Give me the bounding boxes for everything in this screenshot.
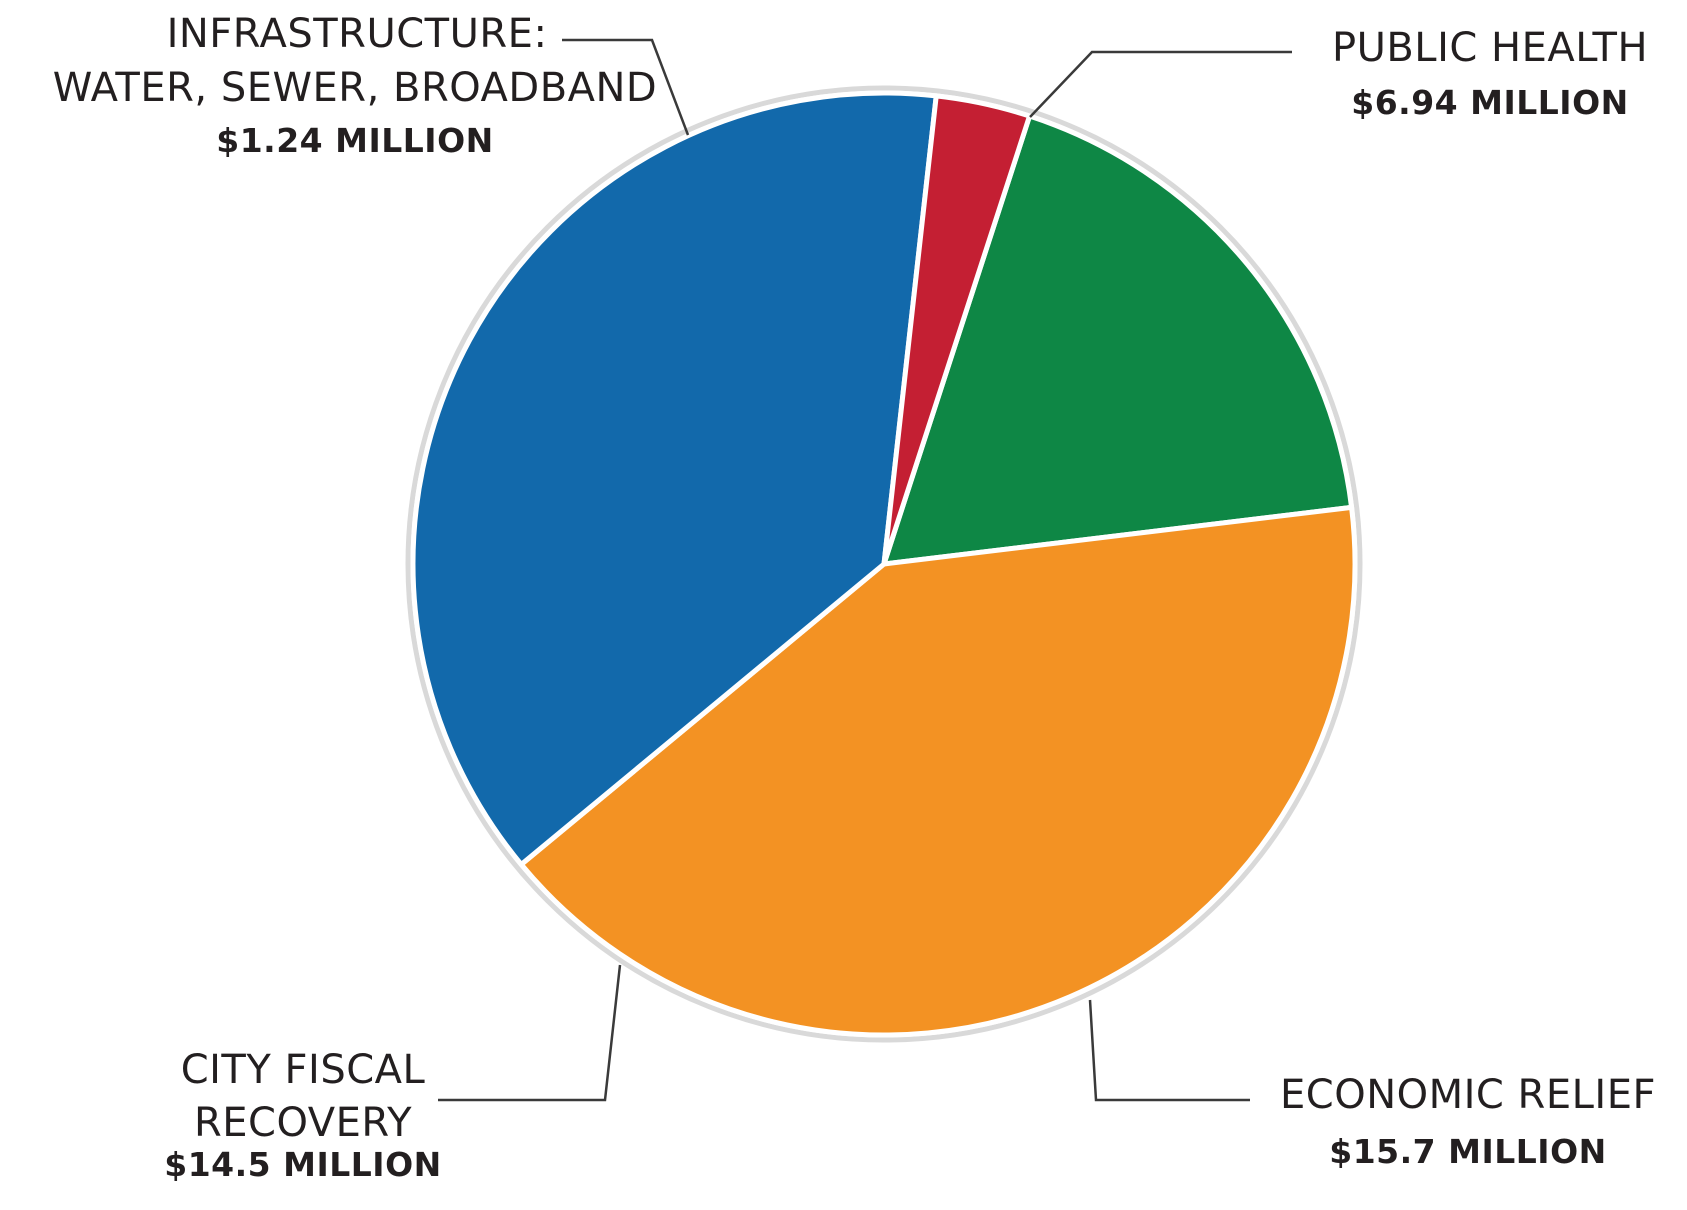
slice-label-city-fiscal-line1: CITY FISCAL	[180, 1047, 426, 1093]
slice-city-fiscal-recovery	[410, 90, 939, 867]
slice-label-infrastructure-line2: WATER, SEWER, BROADBAND	[52, 65, 658, 111]
leader-lines	[438, 38, 1292, 1102]
slice-economic-relief	[518, 504, 1358, 1038]
leader-infrastructure	[562, 38, 690, 136]
label-infrastructure: INFRASTRUCTURE: WATER, SEWER, BROADBAND …	[10, 14, 700, 157]
slice-label-infrastructure-line1: INFRASTRUCTURE:	[166, 11, 548, 57]
label-economic-relief: ECONOMIC RELIEF $15.7 MILLION	[1256, 1075, 1680, 1168]
slice-label-public-health: PUBLIC HEALTH	[1331, 25, 1649, 71]
label-public-health: PUBLIC HEALTH $6.94 MILLION	[1300, 28, 1680, 119]
pie-slices	[410, 90, 1358, 1038]
slice-label-economic-relief: ECONOMIC RELIEF	[1280, 1072, 1656, 1118]
slice-value-city-fiscal-recovery: $14.5 MILLION	[164, 1145, 442, 1184]
leader-public-health	[1029, 50, 1292, 118]
slice-value-economic-relief: $15.7 MILLION	[1329, 1132, 1607, 1171]
pie-outer-ring	[405, 85, 1363, 1043]
slice-value-public-health: $6.94 MILLION	[1351, 83, 1629, 122]
slice-value-infrastructure: $1.24 MILLION	[216, 121, 494, 160]
slice-public-health	[881, 113, 1355, 567]
slice-label-city-fiscal-line2: RECOVERY	[193, 1100, 413, 1146]
leader-economic-relief	[1088, 999, 1250, 1102]
label-city-fiscal-recovery: CITY FISCAL RECOVERY	[118, 1050, 488, 1143]
leader-city-fiscal-recovery	[438, 964, 622, 1102]
